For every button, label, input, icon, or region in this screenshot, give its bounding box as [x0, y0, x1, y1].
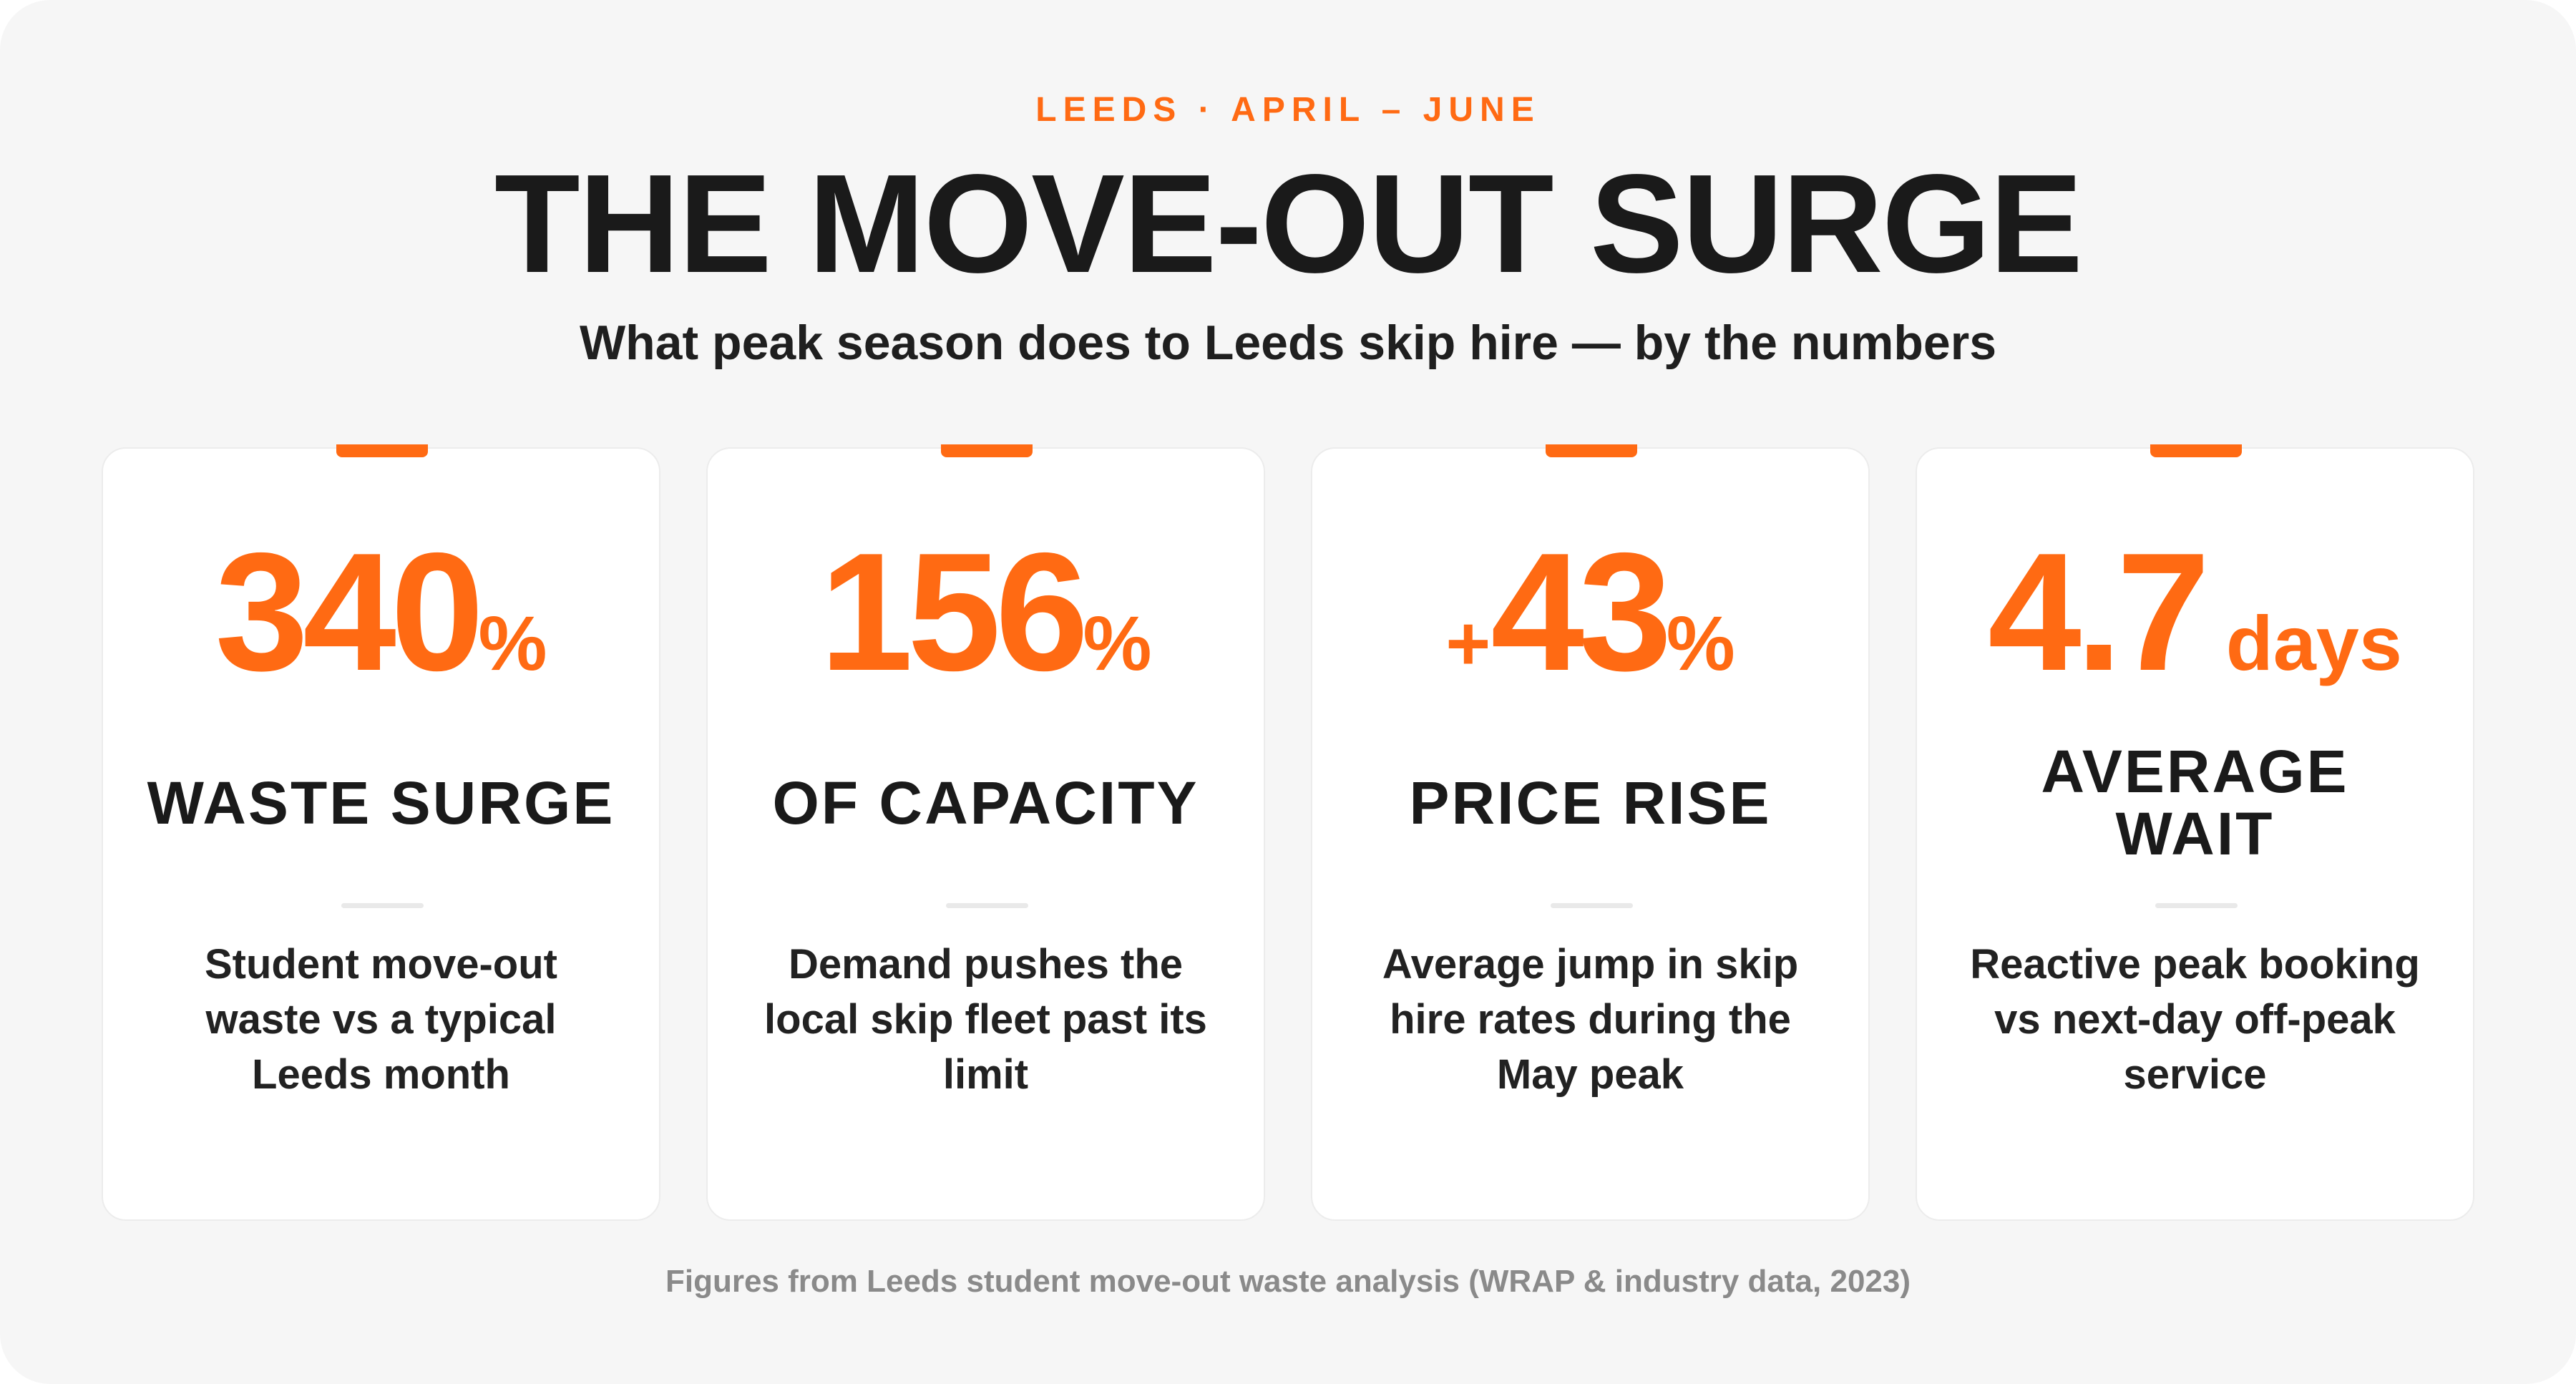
- stat-card: 340% WASTE SURGE Student move-out waste vs…: [102, 444, 660, 1221]
- stat-description: Demand pushes the local skip fleet past …: [764, 941, 1207, 1098]
- stat-value: 4.7: [1988, 517, 2210, 706]
- stat-label: PRICE RISE: [1409, 769, 1772, 837]
- divider: [341, 903, 424, 908]
- stat-prefix: +: [1445, 600, 1491, 686]
- stat-card: +43% PRICE RISE Average jump in skip hire …: [1311, 444, 1870, 1221]
- stat-figure: +43%: [1312, 527, 1868, 696]
- stat-label: OF CAPACITY: [772, 769, 1199, 837]
- title: THE MOVE-OUT SURGE: [494, 145, 2083, 302]
- divider: [946, 903, 1028, 908]
- accent-tab: [2150, 444, 2242, 457]
- stat-card: 4.7 days AVERAGE WAIT Reactive peak booking…: [1916, 444, 2474, 1221]
- stat-description: Average jump in skip hire rates during t…: [1382, 941, 1799, 1098]
- stat-value: 340: [215, 517, 484, 706]
- stat-value: 156: [819, 517, 1088, 706]
- stat-figure: 340%: [103, 527, 659, 696]
- stat-value: 43: [1491, 517, 1672, 706]
- stat-figure: 156%: [708, 527, 1264, 696]
- accent-tab: [1546, 444, 1637, 457]
- stat-description: Reactive peak booking vs next-day off-pe…: [1970, 941, 2420, 1098]
- subtitle: What peak season does to Leeds skip hire…: [579, 316, 1997, 370]
- divider: [2155, 903, 2238, 908]
- stat-unit: days: [2225, 600, 2402, 686]
- stat-card: 156% OF CAPACITY Demand pushes the local s…: [706, 444, 1265, 1221]
- stat-label: AVERAGE WAIT: [2041, 738, 2349, 867]
- stat-label: WASTE SURGE: [147, 769, 615, 837]
- stat-figure: 4.7 days: [1917, 527, 2473, 696]
- stat-unit: %: [1666, 600, 1735, 686]
- stat-description: Student move-out waste vs a typical Leed…: [205, 941, 557, 1098]
- divider: [1551, 903, 1633, 908]
- accent-tab: [336, 444, 428, 457]
- stat-unit: %: [478, 600, 547, 686]
- accent-tab: [941, 444, 1033, 457]
- kicker: LEEDS · APRIL – JUNE: [1035, 91, 1541, 129]
- stat-unit: %: [1083, 600, 1152, 686]
- footer: Figures from Leeds student move-out wast…: [665, 1264, 1911, 1299]
